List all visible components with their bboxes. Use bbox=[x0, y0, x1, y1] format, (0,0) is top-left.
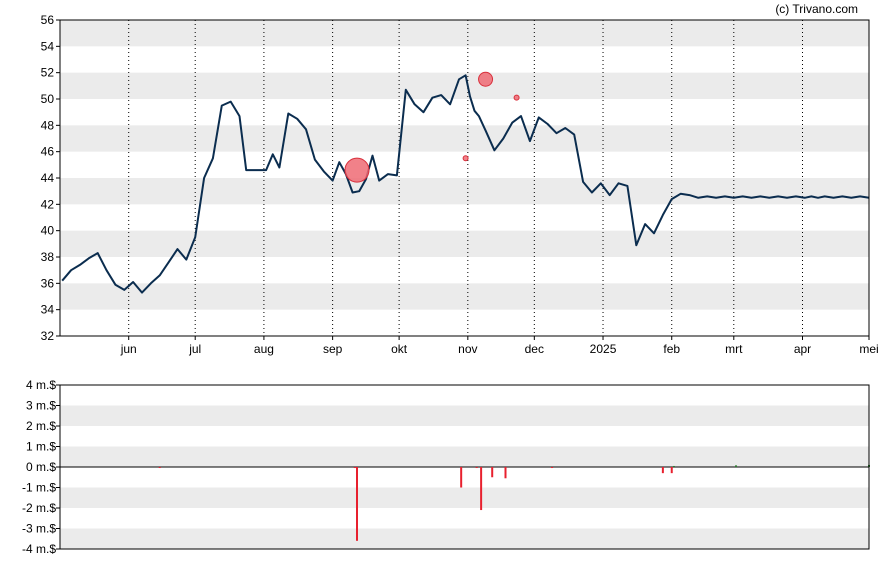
credit-text: (c) Trivano.com bbox=[775, 2, 858, 16]
volume-bar bbox=[460, 467, 463, 488]
x-tick-label: mei bbox=[859, 342, 878, 356]
price-panel: 32 34 36 38 40 42 44 46 48 50 52 54 56 jun jul aug sep o… bbox=[41, 13, 879, 356]
volume-band bbox=[60, 487, 869, 508]
y-tick-label: 36 bbox=[41, 276, 55, 290]
y-tick-label: 44 bbox=[41, 171, 55, 185]
volume-bar bbox=[475, 467, 478, 469]
x-tick-label: jul bbox=[188, 342, 201, 356]
y-tick-label: 48 bbox=[41, 118, 55, 132]
x-tick-label: feb bbox=[663, 342, 680, 356]
volume-y-tick-label: 1 m.$ bbox=[26, 440, 56, 454]
y-tick-label: 34 bbox=[41, 303, 55, 317]
trade-marker bbox=[513, 94, 520, 101]
y-tick-label: 52 bbox=[41, 66, 55, 80]
volume-y-tick-label: 2 m.$ bbox=[26, 419, 56, 433]
trade-marker bbox=[478, 71, 494, 87]
volume-bar bbox=[356, 467, 359, 541]
volume-bar bbox=[353, 467, 356, 469]
price-band bbox=[60, 283, 869, 310]
x-tick-label: okt bbox=[391, 342, 408, 356]
volume-bar bbox=[480, 467, 483, 511]
volume-bar bbox=[504, 467, 507, 479]
x-tick-label: jun bbox=[120, 342, 137, 356]
volume-y-axis-ticks: -4 m.$ -3 m.$ -2 m.$ -1 m.$ 0 m.$ 1 m.$ 2 m.$ 3… bbox=[22, 378, 60, 556]
volume-y-tick-label: 3 m.$ bbox=[26, 399, 56, 413]
x-tick-label: apr bbox=[794, 342, 811, 356]
x-tick-label: 2025 bbox=[590, 342, 617, 356]
volume-band bbox=[60, 405, 869, 426]
x-tick-label: sep bbox=[323, 342, 343, 356]
volume-bar bbox=[661, 467, 664, 474]
y-tick-label: 46 bbox=[41, 145, 55, 159]
volume-panel-frame bbox=[59, 384, 870, 550]
x-tick-label: dec bbox=[525, 342, 544, 356]
volume-bar bbox=[735, 465, 738, 467]
y-tick-label: 40 bbox=[41, 224, 55, 238]
price-background-bands bbox=[60, 20, 869, 310]
volume-bar bbox=[672, 465, 675, 467]
volume-y-tick-label: -1 m.$ bbox=[22, 481, 56, 495]
volume-y-tick-label: -4 m.$ bbox=[22, 542, 56, 556]
x-tick-label: nov bbox=[458, 342, 477, 356]
volume-bar bbox=[551, 467, 554, 469]
volume-y-tick-label: 0 m.$ bbox=[26, 460, 56, 474]
price-band bbox=[60, 178, 869, 205]
trade-marker bbox=[344, 157, 370, 183]
price-panel-frame bbox=[59, 19, 870, 337]
y-tick-label: 50 bbox=[41, 92, 55, 106]
y-tick-label: 42 bbox=[41, 197, 55, 211]
price-x-axis-ticks: jun jul aug sep okt nov dec 2025 feb mrt apr mei bbox=[120, 336, 879, 356]
price-band bbox=[60, 125, 869, 152]
y-tick-label: 32 bbox=[41, 329, 55, 343]
y-tick-label: 54 bbox=[41, 39, 55, 53]
y-tick-label: 38 bbox=[41, 250, 55, 264]
x-tick-label: aug bbox=[254, 342, 274, 356]
volume-y-tick-label: 4 m.$ bbox=[26, 378, 56, 392]
volume-panel: -4 m.$ -3 m.$ -2 m.$ -1 m.$ 0 m.$ 1 m.$ 2 m.$ 3… bbox=[22, 378, 870, 556]
price-series-line bbox=[61, 74, 870, 294]
volume-y-tick-label: -2 m.$ bbox=[22, 501, 56, 515]
volume-bar bbox=[158, 467, 161, 469]
volume-y-tick-label: -3 m.$ bbox=[22, 522, 56, 536]
trade-marker bbox=[462, 155, 469, 162]
volume-background-bands bbox=[60, 405, 869, 549]
price-band bbox=[60, 20, 869, 47]
volume-band bbox=[60, 528, 869, 549]
y-tick-label: 56 bbox=[41, 13, 55, 27]
volume-bar bbox=[491, 467, 494, 478]
price-y-axis-ticks: 32 34 36 38 40 42 44 46 48 50 52 54 56 bbox=[41, 13, 60, 343]
trade-markers bbox=[344, 71, 520, 183]
volume-band bbox=[60, 446, 869, 467]
x-tick-label: mrt bbox=[725, 342, 743, 356]
volume-bar bbox=[670, 467, 673, 474]
